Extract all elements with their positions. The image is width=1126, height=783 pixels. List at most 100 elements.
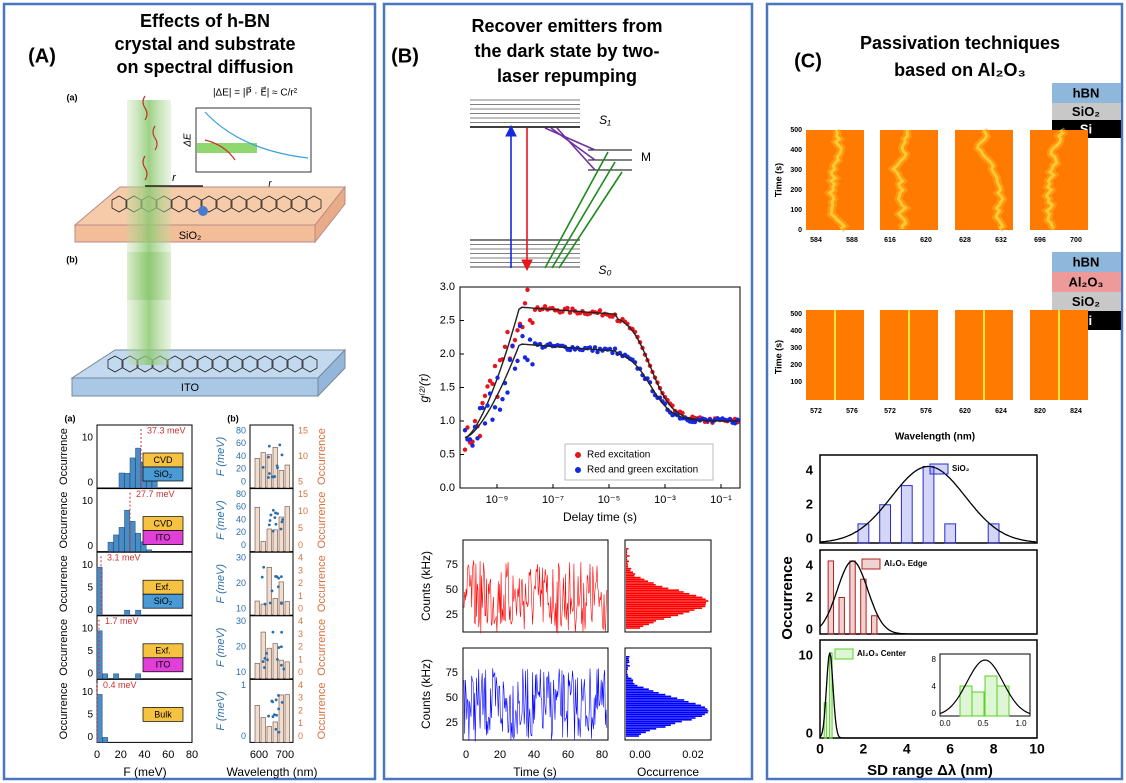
bar	[146, 549, 152, 552]
point	[480, 405, 485, 410]
bar	[996, 685, 1010, 717]
axis-label: F (meV)	[215, 436, 227, 476]
bar	[266, 726, 272, 743]
point	[268, 519, 272, 522]
bar	[124, 472, 130, 489]
point	[515, 328, 520, 333]
bar	[626, 724, 671, 726]
tick-label: 2	[860, 741, 868, 757]
bar	[626, 611, 690, 613]
tick-label: 1.5	[440, 381, 455, 393]
tick-label: 15	[298, 489, 308, 499]
tick-label: 50	[446, 584, 458, 596]
sub-label: (b)	[66, 254, 78, 264]
transition	[556, 127, 596, 171]
tick-label: 700	[276, 749, 294, 761]
tick-label: 30	[236, 616, 246, 626]
point	[485, 384, 490, 389]
tick-label: 4	[298, 680, 303, 690]
point	[492, 405, 498, 410]
point	[462, 428, 468, 433]
annotation: 1.7 meV	[105, 616, 139, 626]
transition	[551, 161, 616, 269]
layer	[1052, 83, 1121, 103]
point	[274, 522, 278, 526]
inset	[195, 107, 312, 173]
lattice	[167, 355, 183, 373]
bar	[272, 598, 278, 616]
bar	[113, 534, 119, 552]
tick-label: 25	[446, 717, 458, 729]
label: (b)	[227, 413, 239, 423]
bar	[626, 722, 676, 725]
bar	[626, 589, 679, 591]
bar	[626, 571, 633, 573]
bar	[626, 596, 703, 599]
bar	[135, 447, 141, 489]
bar	[626, 621, 654, 624]
tick-label: 40	[138, 749, 150, 761]
bar	[827, 560, 835, 635]
tick-label: 700	[1070, 237, 1082, 244]
axis-label: Occurrence	[779, 556, 796, 639]
point	[527, 337, 533, 342]
point	[267, 714, 270, 718]
bar	[129, 457, 136, 489]
bar	[626, 688, 649, 690]
panel-frame	[765, 2, 1124, 781]
tag-label: Exf.	[155, 646, 171, 656]
point	[275, 713, 278, 717]
point	[515, 358, 520, 364]
tick-label: 0	[798, 227, 802, 234]
point	[495, 375, 500, 380]
bar	[626, 616, 671, 618]
lattice	[171, 195, 187, 213]
legend-swatch	[834, 648, 854, 660]
bar	[626, 566, 629, 568]
point	[266, 658, 269, 662]
point	[277, 730, 281, 734]
tick-label: 3	[298, 565, 303, 575]
tick-label: 0.00	[629, 749, 650, 761]
tick-label: 0	[241, 540, 246, 550]
bar	[626, 549, 627, 552]
point	[542, 304, 548, 309]
axis-label: Occurrence	[316, 555, 328, 612]
bar	[107, 541, 114, 552]
point	[525, 287, 530, 292]
point	[512, 366, 518, 371]
bar	[626, 607, 703, 609]
point	[275, 575, 279, 579]
layer	[1052, 103, 1121, 120]
panel-title: based on Al₂O₃	[894, 60, 1026, 80]
axis-label: Delay time (s)	[563, 510, 637, 524]
bar	[626, 605, 706, 608]
panel-title: Effects of h-BN	[140, 11, 270, 31]
tick-label: 616	[884, 237, 896, 244]
substrate	[73, 186, 347, 226]
point	[271, 630, 275, 634]
lattice	[302, 355, 318, 373]
curve	[204, 139, 236, 161]
bar	[284, 464, 290, 489]
point	[279, 527, 283, 531]
transition	[544, 151, 609, 269]
tick-label: 10⁻³	[654, 494, 676, 506]
arrow-head	[505, 124, 517, 137]
axis-label: Occurrence	[316, 492, 328, 549]
bar	[284, 601, 290, 616]
bar	[626, 555, 630, 557]
bar	[626, 666, 628, 669]
lattice	[111, 195, 127, 213]
label: ΔE	[183, 133, 194, 148]
tick-label: 75	[446, 667, 458, 679]
bar	[626, 557, 627, 559]
bar	[626, 580, 649, 582]
bar	[278, 470, 284, 489]
heatmap	[880, 130, 938, 230]
bar	[272, 721, 278, 743]
bar	[129, 521, 136, 552]
tick-label: 5	[87, 710, 93, 721]
point	[280, 630, 284, 634]
